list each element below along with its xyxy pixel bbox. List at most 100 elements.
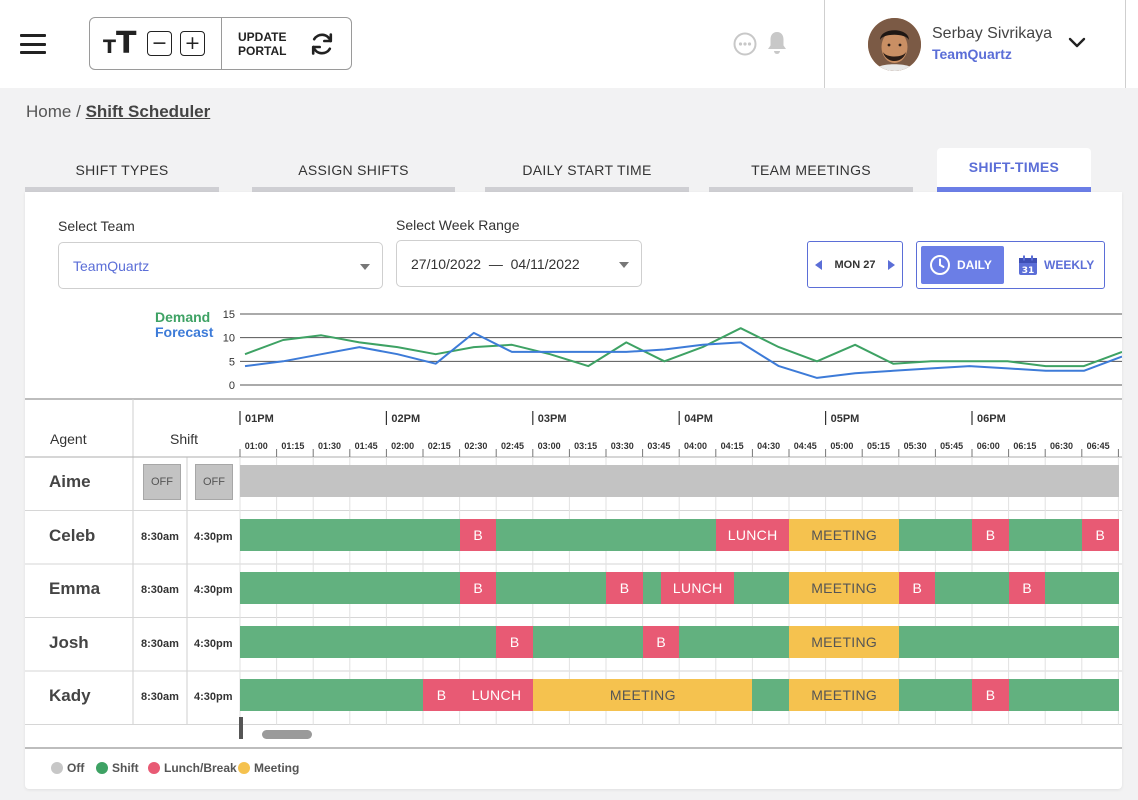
update-portal-button[interactable]: UPDATE PORTAL <box>222 18 351 69</box>
tab-shift-types[interactable]: SHIFT TYPES <box>25 150 219 192</box>
next-day-icon[interactable] <box>888 259 895 270</box>
slot-label: 06:45 <box>1086 441 1110 451</box>
update-portal-label: UPDATE PORTAL <box>238 29 287 58</box>
y-tick-label: 0 <box>229 380 235 392</box>
lunch-label: LUNCH <box>471 687 522 703</box>
agent-name[interactable]: Celeb <box>49 525 96 545</box>
meeting-label: MEETING <box>811 687 878 703</box>
shift-block[interactable] <box>1008 518 1083 551</box>
break-label: B <box>473 526 483 543</box>
user-name: Serbay Sivrikaya <box>932 25 1053 42</box>
weekly-view-button[interactable]: 31 WEEKLY <box>1004 246 1094 284</box>
shift-block[interactable] <box>240 679 424 711</box>
tab-shift-times[interactable]: SHIFT-TIMES <box>937 148 1091 192</box>
shift-block[interactable] <box>240 572 461 604</box>
break-block[interactable]: B <box>972 518 1010 551</box>
break-block[interactable]: B <box>898 572 936 604</box>
break-block[interactable]: B <box>459 518 497 551</box>
slot-label: 05:15 <box>866 441 890 451</box>
legend-divider <box>25 747 1122 749</box>
break-label: B <box>509 633 520 650</box>
shift-block[interactable] <box>1008 679 1119 711</box>
chat-icon[interactable] <box>733 32 757 56</box>
shift-block[interactable] <box>240 518 461 551</box>
slot-label: 04:30 <box>757 441 781 451</box>
avatar[interactable] <box>868 18 921 71</box>
breadcrumb-home[interactable]: Home <box>26 102 72 121</box>
meeting-block[interactable]: MEETING <box>789 625 900 658</box>
break-label: B <box>1022 580 1032 596</box>
shift-block[interactable] <box>1045 572 1119 604</box>
lunch-block[interactable]: LUNCH <box>459 679 534 711</box>
increase-font-button[interactable]: + <box>180 31 205 56</box>
shift-block[interactable] <box>935 572 1010 604</box>
team-select-value: TeamQuartz <box>73 258 150 274</box>
hour-label: 03PM <box>537 413 567 425</box>
lunch-block[interactable]: LUNCH <box>660 572 735 604</box>
bell-icon[interactable] <box>765 30 789 56</box>
slot-label: 03:00 <box>537 441 561 451</box>
tab-team-meetings[interactable]: TEAM MEETINGS <box>709 150 913 192</box>
shift-block[interactable] <box>240 625 497 658</box>
break-block[interactable]: B <box>642 625 680 658</box>
legend-label: Meeting <box>254 761 300 775</box>
hamburger-icon[interactable] <box>20 34 46 54</box>
break-label: B <box>1095 526 1106 543</box>
meeting-block[interactable]: MEETING <box>789 679 900 711</box>
shift-block[interactable] <box>734 572 790 604</box>
y-tick-label: 5 <box>229 356 235 368</box>
week-range-label: Select Week Range <box>396 217 520 233</box>
shift-column-header: Shift <box>170 431 199 447</box>
tab-daily-start-time[interactable]: DAILY START TIME <box>485 150 689 192</box>
break-block[interactable]: B <box>1008 572 1046 604</box>
horizontal-scrollbar[interactable] <box>262 730 312 739</box>
view-toggle: DAILY 31 WEEKLY <box>916 241 1105 289</box>
shift-times-panel: Select Team TeamQuartz Select Week Range… <box>25 192 1122 789</box>
break-block[interactable]: B <box>606 572 644 604</box>
divider <box>25 398 1122 400</box>
team-select[interactable]: TeamQuartz <box>58 242 383 289</box>
week-range-select[interactable]: 27/10/2022 — 04/11/2022 <box>396 240 642 287</box>
break-block[interactable]: B <box>459 572 497 604</box>
legend-item: Meeting <box>238 761 299 775</box>
shift-block[interactable] <box>496 518 717 551</box>
shift-block[interactable] <box>642 572 662 604</box>
break-block[interactable]: B <box>972 679 1010 711</box>
shift-block[interactable] <box>898 679 973 711</box>
meeting-block[interactable]: MEETING <box>532 679 753 711</box>
shift-block[interactable] <box>679 625 790 658</box>
break-block[interactable]: B <box>1081 518 1119 551</box>
break-block[interactable]: B <box>496 625 534 658</box>
break-block[interactable]: B <box>423 679 461 711</box>
shift-block[interactable] <box>898 518 973 551</box>
agent-name[interactable]: Aime <box>49 472 91 491</box>
slot-label: 02:15 <box>427 441 451 451</box>
caret-down-icon <box>619 262 629 268</box>
off-block[interactable] <box>240 465 1119 497</box>
shift-block[interactable] <box>898 625 1119 658</box>
breadcrumb: Home / Shift Scheduler <box>26 102 210 122</box>
header-divider <box>824 0 825 88</box>
shift-time: 8:30am <box>141 530 179 543</box>
meeting-block[interactable]: MEETING <box>789 518 900 551</box>
legend-item: Lunch/Break <box>148 761 237 775</box>
slot-label: 01:45 <box>354 441 378 451</box>
tab-assign-shifts[interactable]: ASSIGN SHIFTS <box>252 150 455 192</box>
break-label: B <box>436 687 447 703</box>
break-label: B <box>619 580 630 596</box>
chevron-down-icon[interactable] <box>1067 36 1087 50</box>
daily-view-button[interactable]: DAILY <box>921 246 1004 284</box>
breadcrumb-current[interactable]: Shift Scheduler <box>85 102 211 121</box>
shift-block[interactable] <box>496 572 607 604</box>
meeting-label: MEETING <box>609 687 676 703</box>
shift-block[interactable] <box>532 625 644 658</box>
agent-name[interactable]: Kady <box>49 686 91 705</box>
decrease-font-button[interactable]: − <box>147 31 172 56</box>
lunch-block[interactable]: LUNCH <box>715 518 790 551</box>
shift-block[interactable] <box>752 679 790 711</box>
agent-name[interactable]: Josh <box>49 632 89 652</box>
previous-day-icon[interactable] <box>815 259 822 270</box>
agent-name[interactable]: Emma <box>49 579 101 598</box>
meeting-block[interactable]: MEETING <box>789 572 900 604</box>
slot-label: 01:30 <box>317 441 341 451</box>
